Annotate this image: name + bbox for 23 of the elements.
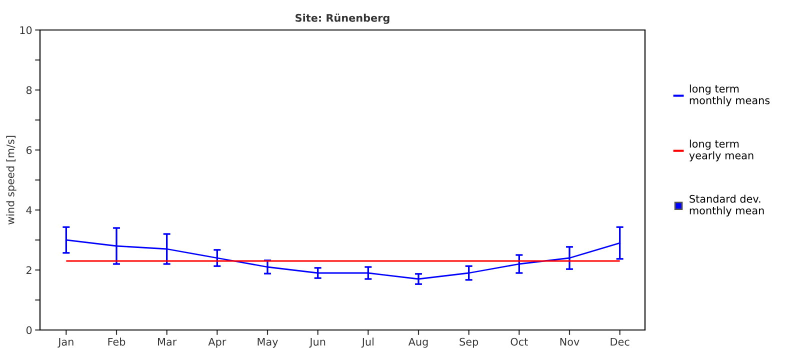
y-axis-title: wind speed [m/s] [6,136,16,225]
x-tick-label: Aug [408,338,428,348]
chart-title: Site: Rünenberg [296,14,390,24]
x-tick-label: Apr [208,338,226,348]
x-tick-label: Jul [361,338,374,348]
y-tick-label: 2 [26,266,32,274]
legend-label: long term yearly mean [689,140,754,162]
y-tick-label: 6 [26,146,32,154]
x-tick-label: Sep [460,338,478,348]
x-tick-label: Jun [309,338,326,348]
x-tick-label: Feb [108,338,126,346]
x-tick-label: May [258,338,278,348]
y-tick-label: 8 [26,86,32,94]
y-tick-label: 4 [26,206,32,214]
legend-label: long term monthly means [690,84,770,106]
y-tick-label: 0 [26,326,32,334]
x-tick-label: Dec [610,338,630,346]
y-tick-label: 10 [20,26,32,34]
x-tick-label: Oct [510,338,528,346]
x-tick-label: Mar [158,338,177,346]
x-tick-label: Jan [58,338,74,348]
text: Standard dev. monthly mean [690,194,764,216]
x-tick-label: Nov [560,338,580,346]
